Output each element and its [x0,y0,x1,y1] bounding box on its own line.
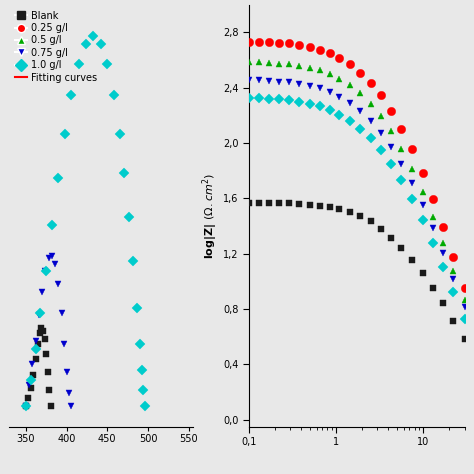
Legend: Blank, 0.25 g/l, 0.5 g/l, 0.75 g/l, 1.0 g/l, Fitting curves: Blank, 0.25 g/l, 0.5 g/l, 0.75 g/l, 1.0 … [14,9,98,84]
Y-axis label: log|Z| $(\Omega.cm^2)$: log|Z| $(\Omega.cm^2)$ [201,173,220,259]
